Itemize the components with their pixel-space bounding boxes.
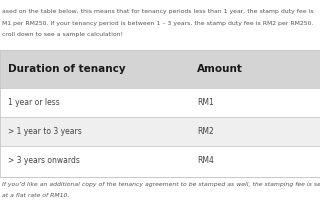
Bar [0,146,320,175]
Bar [0,88,320,117]
Bar [0,50,320,88]
Text: croll down to see a sample calculation!: croll down to see a sample calculation! [2,32,123,37]
Text: at a flat rate of RM10.: at a flat rate of RM10. [2,193,69,198]
Text: RM2: RM2 [197,127,213,136]
Text: RM1: RM1 [197,98,213,107]
Text: M1 per RM250. If your tenancy period is between 1 – 3 years, the stamp duty fee : M1 per RM250. If your tenancy period is … [2,21,314,25]
Text: > 1 year to 3 years: > 1 year to 3 years [8,127,82,136]
Text: Amount: Amount [197,64,243,74]
Text: 1 year or less: 1 year or less [8,98,60,107]
Text: RM4: RM4 [197,156,214,165]
Bar [0,50,320,177]
Bar [0,117,320,146]
Text: > 3 years onwards: > 3 years onwards [8,156,80,165]
Text: Duration of tenancy: Duration of tenancy [8,64,126,74]
Text: ased on the table below, this means that for tenancy periods less than 1 year, t: ased on the table below, this means that… [2,9,314,14]
Text: If you’d like an additional copy of the tenancy agreement to be stamped as well,: If you’d like an additional copy of the … [2,182,320,187]
